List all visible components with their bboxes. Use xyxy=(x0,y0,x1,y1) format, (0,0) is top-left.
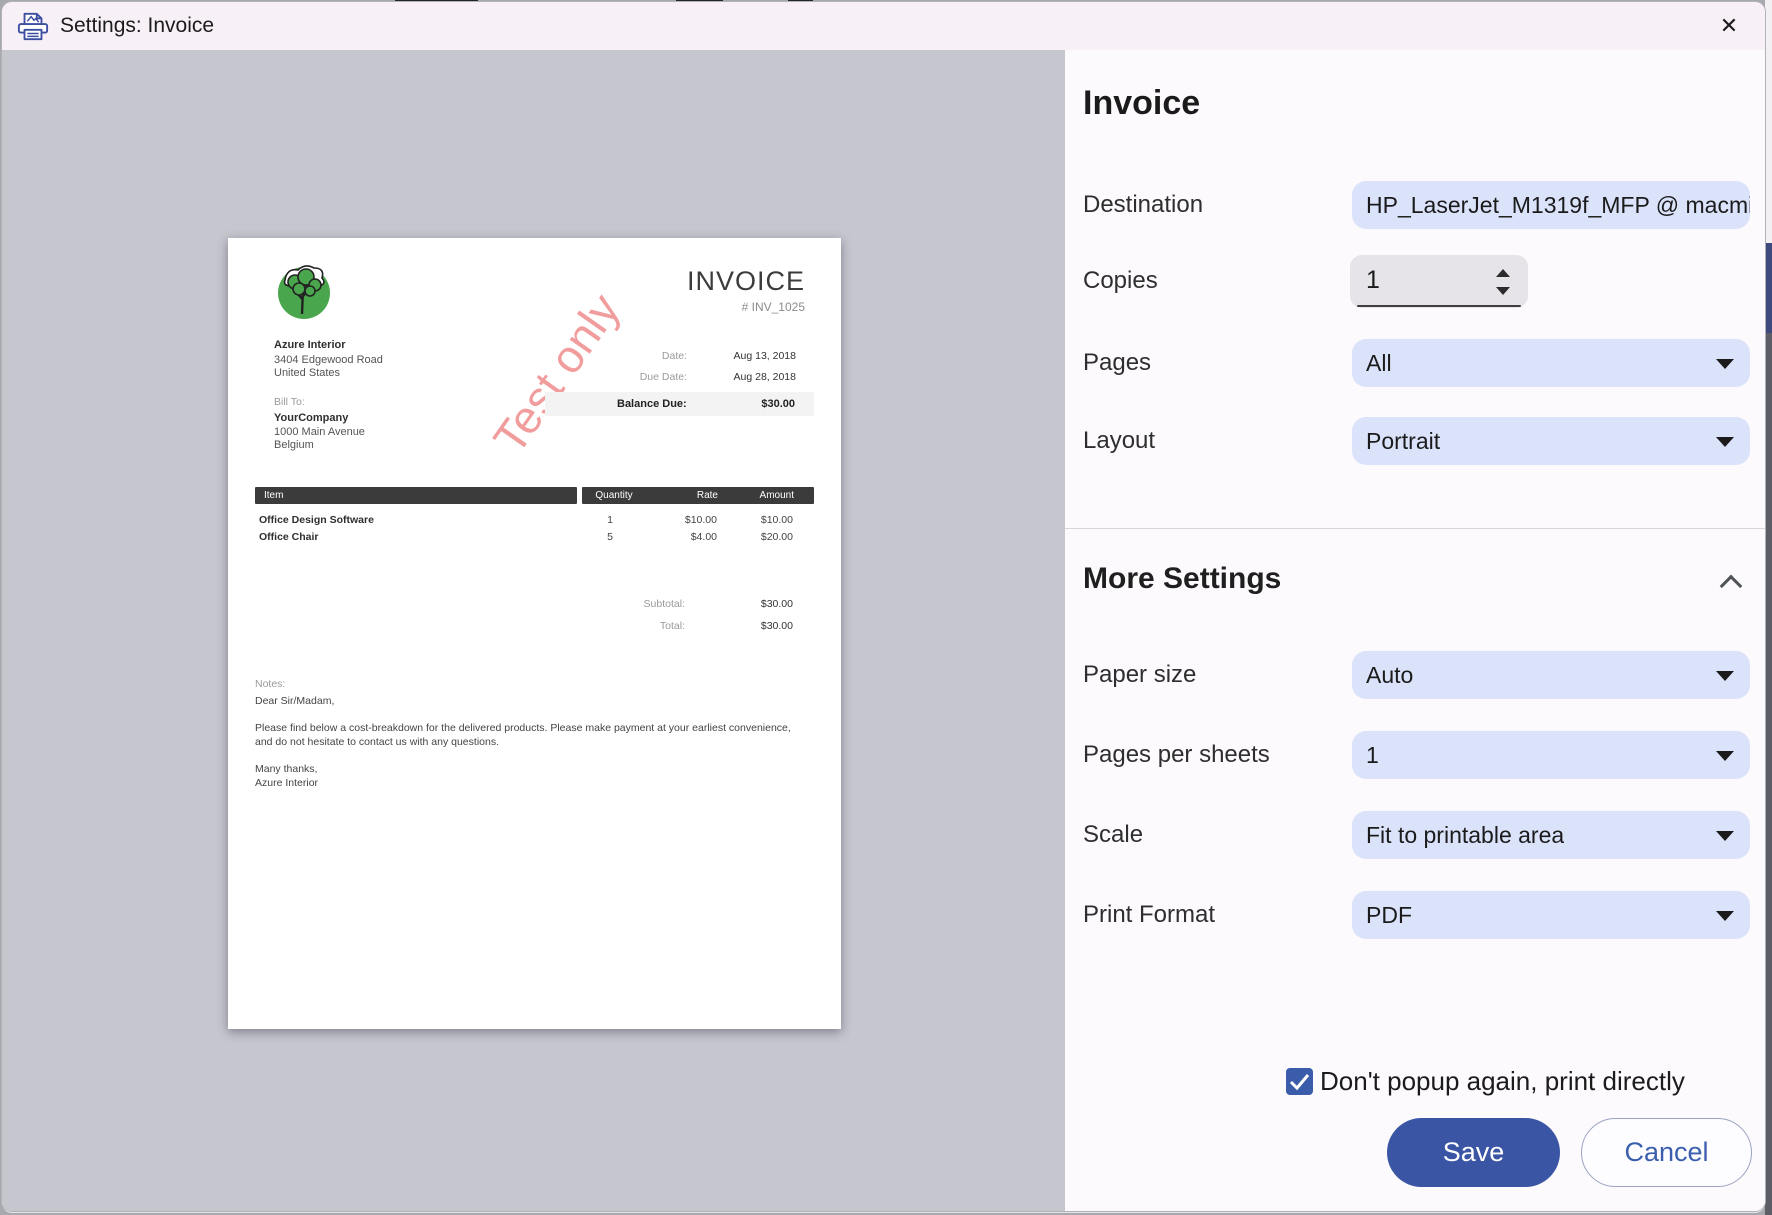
paper-size-label: Paper size xyxy=(1083,661,1197,688)
company-logo xyxy=(278,265,330,319)
pages-per-sheets-label: Pages per sheets xyxy=(1083,741,1270,768)
layout-label: Layout xyxy=(1083,427,1156,454)
copies-stepper[interactable]: 1 xyxy=(1350,255,1528,308)
scale-value: Fit to printable area xyxy=(1366,821,1565,848)
table-header-quantity: Quantity xyxy=(595,490,633,501)
layout-value: Portrait xyxy=(1366,427,1441,454)
notes-body: Please find below a cost-breakdown for t… xyxy=(255,722,791,734)
bill-to-address: 1000 Main Avenue xyxy=(274,426,365,438)
destination-label: Destination xyxy=(1083,191,1204,218)
copies-value: 1 xyxy=(1366,266,1380,294)
settings-panel: Invoice Destination HP_LaserJet_M1319f_M… xyxy=(1065,50,1765,1211)
stepper-down-icon[interactable] xyxy=(1496,287,1510,295)
chevron-up-icon[interactable] xyxy=(1719,574,1743,598)
item-amount: $10.00 xyxy=(760,514,793,526)
checkbox-check-icon xyxy=(1289,1074,1310,1091)
scale-label: Scale xyxy=(1083,821,1144,848)
section-divider xyxy=(1065,528,1765,529)
layout-dropdown[interactable]: Portrait xyxy=(1352,417,1750,465)
cancel-button[interactable]: Cancel xyxy=(1581,1118,1752,1187)
table-header-item: Item xyxy=(255,487,577,504)
print-format-label: Print Format xyxy=(1083,901,1216,928)
print-format-dropdown[interactable]: PDF xyxy=(1352,891,1750,939)
total-value: $30.00 xyxy=(760,620,793,632)
background-edge-dark xyxy=(1765,333,1772,1215)
pages-dropdown[interactable]: All xyxy=(1352,339,1750,387)
stepper-up-icon[interactable] xyxy=(1496,269,1510,277)
panel-title: Invoice xyxy=(1083,84,1201,122)
balance-due-label: Balance Due: xyxy=(617,398,687,410)
print-format-value: PDF xyxy=(1366,901,1412,928)
paper-size-dropdown[interactable]: Auto xyxy=(1352,651,1750,699)
pages-value: All xyxy=(1366,349,1392,376)
chevron-down-icon xyxy=(1716,437,1734,447)
item-name: Office Chair xyxy=(259,531,319,543)
background-edge-navy xyxy=(1765,243,1772,333)
print-preview-area: Test only Azure Interior 3404 Edgewood R… xyxy=(2,50,1065,1211)
notes-label: Notes: xyxy=(255,678,286,690)
notes-signature: Azure Interior xyxy=(255,777,319,789)
bill-to-country: Belgium xyxy=(274,439,314,451)
balance-due-band: Balance Due: $30.00 xyxy=(545,392,814,416)
save-button[interactable]: Save xyxy=(1387,1118,1560,1187)
bill-to-name: YourCompany xyxy=(274,412,349,424)
item-quantity: 5 xyxy=(607,531,613,543)
pages-per-sheets-value: 1 xyxy=(1366,741,1379,768)
table-header-rate: Rate xyxy=(696,490,718,501)
chevron-down-icon xyxy=(1716,671,1734,681)
printer-icon xyxy=(17,12,49,41)
seller-country: United States xyxy=(274,367,341,379)
table-header-right: Quantity Rate Amount xyxy=(582,487,814,504)
subtotal-value: $30.00 xyxy=(760,598,793,610)
subtotal-label: Subtotal: xyxy=(643,598,685,610)
notes-salutation: Dear Sir/Madam, xyxy=(255,695,335,707)
total-label: Total: xyxy=(659,620,685,632)
invoice-date-row: Date: Aug 13, 2018 xyxy=(536,350,796,370)
notes-thanks: Many thanks, xyxy=(255,763,318,775)
due-date-value: Aug 28, 2018 xyxy=(733,371,796,383)
copies-label: Copies xyxy=(1083,267,1158,294)
due-date-label: Due Date: xyxy=(639,371,687,383)
notes-body: and do not hesitate to contact us with a… xyxy=(255,736,499,748)
seller-address: 3404 Edgewood Road xyxy=(274,354,383,366)
date-label: Date: xyxy=(661,350,687,362)
item-rate: $10.00 xyxy=(684,514,717,526)
invoice-preview-page: Test only Azure Interior 3404 Edgewood R… xyxy=(228,238,841,1029)
paper-size-value: Auto xyxy=(1366,661,1414,688)
close-icon[interactable]: ✕ xyxy=(1719,13,1739,38)
dont-popup-checkbox[interactable] xyxy=(1286,1068,1313,1095)
pages-per-sheets-dropdown[interactable]: 1 xyxy=(1352,731,1750,779)
invoice-heading: INVOICE xyxy=(686,266,805,296)
invoice-number: # INV_1025 xyxy=(741,300,805,314)
subtotal-row: Subtotal: $30.00 xyxy=(255,598,814,614)
balance-due-value: $30.00 xyxy=(761,398,795,410)
table-header-amount: Amount xyxy=(759,490,794,501)
pages-label: Pages xyxy=(1083,349,1152,376)
table-row: Office Chair 5 $4.00 $20.00 xyxy=(255,531,814,547)
invoice-due-date-row: Due Date: Aug 28, 2018 xyxy=(536,371,796,391)
chevron-down-icon xyxy=(1716,359,1734,369)
table-row: Office Design Software 1 $10.00 $10.00 xyxy=(255,514,814,530)
item-quantity: 1 xyxy=(607,514,613,526)
item-amount: $20.00 xyxy=(760,531,793,543)
chevron-down-icon xyxy=(1716,751,1734,761)
destination-field[interactable]: HP_LaserJet_M1319f_MFP @ macmi xyxy=(1352,181,1750,229)
dialog-titlebar: Settings: Invoice ✕ xyxy=(2,2,1765,50)
chevron-down-icon xyxy=(1716,831,1734,841)
bill-to-label: Bill To: xyxy=(274,396,305,408)
date-value: Aug 13, 2018 xyxy=(733,350,796,362)
scale-dropdown[interactable]: Fit to printable area xyxy=(1352,811,1750,859)
more-settings-heading: More Settings xyxy=(1083,562,1282,595)
dialog-title: Settings: Invoice xyxy=(60,14,215,37)
chevron-down-icon xyxy=(1716,911,1734,921)
seller-name: Azure Interior xyxy=(274,339,346,351)
item-name: Office Design Software xyxy=(259,514,374,526)
background-edge-white xyxy=(1765,0,1772,243)
total-row: Total: $30.00 xyxy=(255,620,814,636)
dont-popup-label: Don't popup again, print directly xyxy=(1320,1066,1685,1096)
item-rate: $4.00 xyxy=(690,531,717,543)
destination-value: HP_LaserJet_M1319f_MFP @ macmi xyxy=(1366,191,1750,218)
